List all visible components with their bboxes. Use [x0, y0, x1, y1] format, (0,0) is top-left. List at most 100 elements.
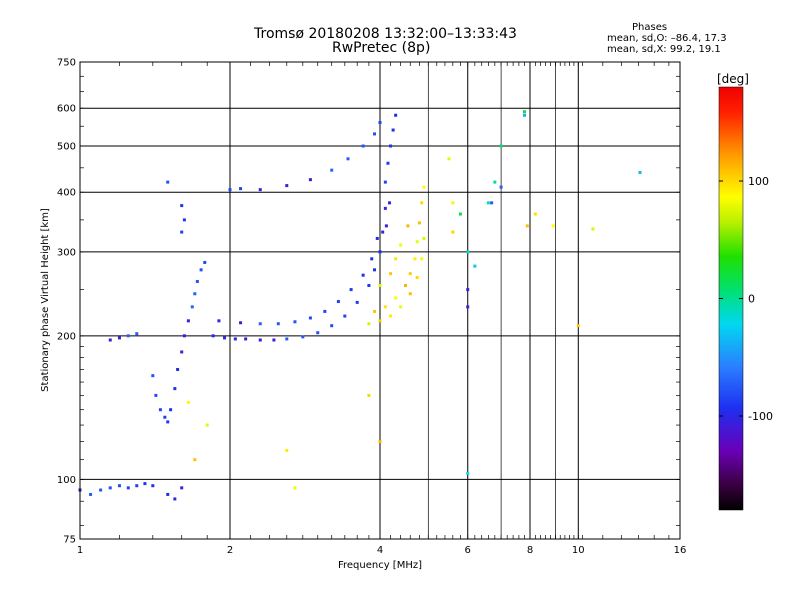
y-axis-label: Stationary phase Virtual Height [km]: [40, 208, 51, 392]
data-point-o: [367, 283, 371, 287]
data-point-x: [193, 458, 197, 462]
data-point-x: [451, 201, 455, 205]
y-tick-label: 300: [57, 247, 76, 258]
stats-o: mean, sd,O: –86.4, 17.3: [607, 33, 727, 44]
colorbar-tick-label: 0: [748, 293, 755, 306]
data-point-x: [417, 221, 421, 225]
data-point-o: [217, 319, 221, 323]
x-tick-label: 2: [227, 545, 233, 556]
data-point-x: [447, 157, 451, 161]
colorbar: 100 0 -100: [718, 86, 773, 511]
data-point-x: [591, 227, 595, 231]
y-tick-label: 75: [63, 535, 76, 546]
data-point-o: [244, 337, 248, 341]
data-points: [78, 110, 642, 501]
data-point-o: [375, 236, 379, 240]
data-point-x: [415, 276, 419, 280]
data-point-o: [373, 268, 377, 272]
data-point-o: [258, 188, 262, 192]
data-point-o: [388, 201, 392, 205]
data-point-x: [205, 423, 209, 427]
data-point-o: [199, 268, 203, 272]
data-point-o: [233, 337, 237, 341]
data-point-o: [89, 492, 93, 496]
data-point-o: [228, 188, 232, 192]
data-point-o: [166, 492, 170, 496]
data-point-o: [466, 305, 470, 309]
x-tick-label: 4: [377, 545, 383, 556]
axis-ticks: 1 2 4 6 8 10 16 75 100 200 300 400 500 600 750: [57, 58, 686, 557]
chart-title: Tromsø 20180208 13:32:00–13:33:43: [254, 26, 517, 42]
data-point-o: [182, 334, 186, 338]
data-point-x: [367, 322, 371, 326]
data-point-x: [408, 292, 412, 296]
data-point-o: [343, 314, 347, 318]
data-point-o: [99, 488, 103, 492]
data-point-noise: [523, 110, 527, 114]
data-point-o: [182, 218, 186, 222]
data-point-o: [285, 184, 289, 188]
data-point-o: [117, 336, 121, 340]
data-point-o: [316, 331, 320, 335]
data-point-o: [135, 332, 139, 336]
data-point-o: [323, 309, 327, 313]
data-point-x: [399, 305, 403, 309]
data-point-o: [173, 387, 177, 391]
data-point-o: [239, 321, 243, 325]
grid-lines: [80, 62, 680, 539]
data-point-x: [285, 448, 289, 452]
data-point-o: [151, 484, 155, 488]
colorbar-tick-label: -100: [748, 410, 773, 423]
data-point-noise: [523, 113, 527, 117]
data-point-o: [349, 288, 353, 292]
data-point-o: [386, 161, 390, 165]
data-point-x: [383, 305, 387, 309]
data-point-x: [420, 201, 424, 205]
data-point-o: [276, 322, 280, 326]
y-tick-label: 600: [57, 104, 76, 115]
data-point-o: [158, 408, 162, 412]
data-point-x: [378, 440, 382, 444]
data-point-o: [383, 180, 387, 184]
data-point-o: [126, 486, 130, 490]
x-tick-label: 1: [77, 545, 83, 556]
data-point-o: [391, 128, 395, 132]
y-tick-label: 200: [57, 331, 76, 342]
y-tick-label: 400: [57, 188, 76, 199]
data-point-o: [336, 300, 340, 304]
data-point-x: [378, 283, 382, 287]
data-point-o: [373, 132, 377, 136]
data-point-noise: [458, 212, 462, 216]
data-point-o: [394, 113, 398, 117]
data-point-x: [367, 393, 371, 397]
data-point-x: [378, 319, 382, 323]
data-point-x: [576, 324, 580, 328]
data-point-x: [420, 257, 424, 261]
data-point-o: [203, 260, 207, 264]
data-point-o: [190, 305, 194, 309]
data-point-o: [308, 178, 312, 182]
data-point-x: [533, 212, 537, 216]
x-tick-label: 8: [527, 545, 533, 556]
data-point-x: [399, 243, 403, 247]
data-point-o: [378, 250, 382, 254]
data-point-o: [384, 224, 388, 228]
x-tick-label: 6: [465, 545, 471, 556]
data-point-o: [193, 292, 197, 296]
chart-subtitle: RwPretec (8p): [332, 40, 431, 56]
data-point-noise: [466, 250, 470, 254]
data-point-o: [361, 273, 365, 277]
data-point-o: [239, 187, 243, 191]
data-point-x: [422, 236, 426, 240]
data-point-o: [378, 121, 382, 125]
data-point-o: [173, 497, 177, 501]
data-point-o: [143, 482, 147, 486]
data-point-o: [166, 180, 170, 184]
data-point-x: [406, 224, 410, 228]
data-point-noise: [473, 264, 477, 268]
data-point-o: [293, 320, 297, 324]
data-point-x: [451, 230, 455, 234]
data-point-noise: [493, 180, 497, 184]
data-point-o: [108, 486, 112, 490]
